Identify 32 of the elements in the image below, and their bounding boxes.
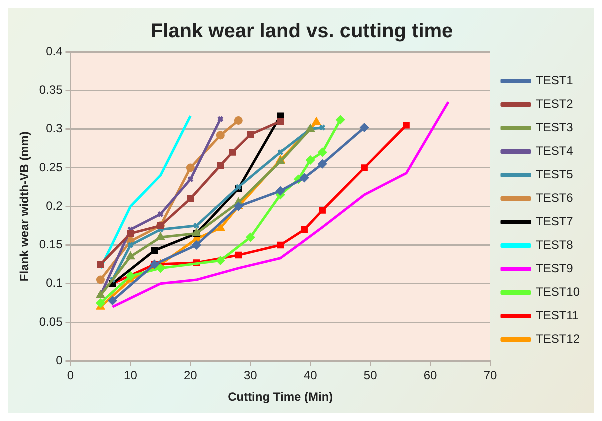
x-axis-title: Cutting Time (Min) xyxy=(228,390,334,404)
legend-label: TEST1 xyxy=(536,74,574,88)
y-tick-label: 0.05 xyxy=(39,314,64,329)
legend-label: TEST3 xyxy=(536,120,574,135)
x-tick-label: 10 xyxy=(124,368,138,383)
x-tick-label: 70 xyxy=(484,368,498,383)
y-tick-label: 0.1 xyxy=(46,276,64,290)
chart-title: Flank wear land vs. cutting time xyxy=(150,20,454,43)
legend-label: TEST10 xyxy=(536,285,580,300)
y-tick-label: 0.2 xyxy=(46,198,64,213)
y-tick-label: 0 xyxy=(56,354,64,368)
legend-label: TEST11 xyxy=(536,308,580,323)
legend-label: TEST6 xyxy=(536,191,574,206)
legend-label: TEST5 xyxy=(536,168,574,182)
x-tick-label: 60 xyxy=(424,368,438,383)
x-tick-label: 0 xyxy=(67,368,74,383)
y-tick-label: 0.15 xyxy=(39,238,64,252)
x-tick-label: 20 xyxy=(184,368,198,383)
x-tick-label: 50 xyxy=(364,368,378,383)
y-tick-label: 0.25 xyxy=(39,160,64,174)
y-axis-title: Flank wear width-VB (mm) xyxy=(18,132,32,282)
legend-label: TEST2 xyxy=(536,97,574,112)
legend-label: TEST7 xyxy=(536,214,574,229)
x-tick-label: 30 xyxy=(244,368,258,383)
x-tick-label: 40 xyxy=(304,368,318,383)
y-tick-label: 0.3 xyxy=(46,122,64,136)
legend-label: TEST4 xyxy=(536,144,574,158)
y-tick-label: 0.4 xyxy=(46,44,64,58)
legend-label: TEST12 xyxy=(536,332,580,346)
legend-label: TEST9 xyxy=(536,262,574,276)
y-tick-label: 0.35 xyxy=(39,82,64,97)
legend-label: TEST8 xyxy=(536,238,574,252)
